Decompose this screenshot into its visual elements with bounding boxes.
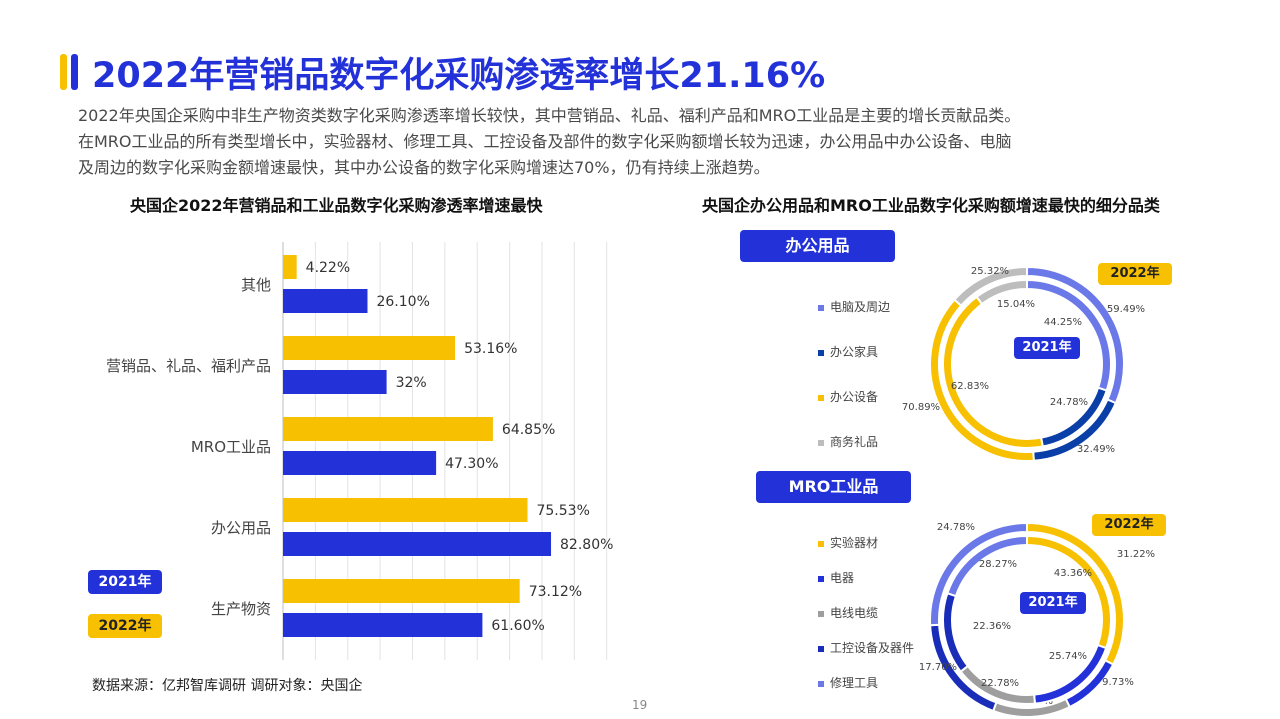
legend-label: 电器 (830, 571, 855, 585)
intro-line: 在MRO工业品的所有类型增长中，实验器材、修理工具、工控设备及部件的数字化采购额… (78, 132, 1012, 151)
bar-value-label: 61.60% (491, 618, 544, 634)
legend-item: 办公家具 (818, 343, 878, 360)
category-label: MRO工业品 (191, 438, 271, 456)
donut-value-label: 22.78% (981, 678, 1019, 689)
bar-value-label: 4.22% (306, 260, 350, 276)
donut-value-label: 24.78% (1050, 397, 1088, 408)
intro-line: 及周边的数字化采购金额增速最快，其中办公设备的数字化采购增速达70%，仍有持续上… (78, 158, 770, 177)
category-label: 办公用品 (211, 519, 271, 537)
legend-swatch (818, 610, 824, 617)
donut-value-label: 25.74% (1049, 651, 1087, 662)
legend-swatch (818, 575, 824, 582)
mro-outer-ring-year: 2022年 (1092, 514, 1166, 536)
bar-value-label: 53.16% (464, 341, 517, 357)
title-accent-blue (71, 54, 78, 90)
bar (283, 370, 387, 394)
office-outer-ring-year: 2022年 (1098, 263, 1172, 285)
bar (283, 498, 528, 522)
legend-swatch (818, 645, 824, 652)
legend-item: 修理工具 (818, 674, 878, 691)
bar (283, 417, 493, 441)
mro-inner-ring-year: 2021年 (1020, 592, 1086, 614)
mro-section-tag: MRO工业品 (756, 471, 911, 503)
donut-segment (1026, 278, 1112, 392)
donut-value-label: 28.27% (979, 559, 1017, 570)
category-label: 生产物资 (211, 600, 271, 618)
legend-item: 实验器材 (818, 534, 878, 551)
category-label: 营销品、礼品、福利产品 (106, 357, 271, 375)
donut-value-label: 59.49% (1107, 304, 1145, 315)
legend-swatch (818, 349, 824, 356)
donut-segment (953, 265, 1028, 308)
legend-item: 办公设备 (818, 388, 878, 405)
bar (283, 451, 437, 475)
page-title: 2022年营销品数字化采购渗透率增长21.16% (92, 56, 826, 96)
page-number: 19 (632, 698, 648, 712)
bar-value-label: 26.10% (376, 294, 429, 310)
legend-swatch (818, 304, 824, 311)
legend-item: 电线电缆 (818, 604, 878, 621)
bar-value-label: 82.80% (560, 537, 613, 553)
bar-value-label: 47.30% (445, 456, 498, 472)
donut-value-label: 17.70% (919, 662, 957, 673)
donut-chart-title: 央国企办公用品和MRO工业品数字化采购额增速最快的细分品类 (702, 196, 1160, 215)
category-label: 其他 (241, 276, 271, 294)
intro-line: 2022年央国企采购中非生产物资类数字化采购渗透率增长较快，其中营销品、礼品、福… (78, 106, 1021, 125)
office-inner-ring-year: 2021年 (1014, 337, 1080, 359)
legend-label: 实验器材 (830, 536, 879, 550)
legend-swatch (818, 680, 824, 687)
donut-value-label: 44.25% (1044, 317, 1082, 328)
office-section-tag: 办公用品 (740, 230, 895, 262)
legend-2022: 2022年 (88, 614, 162, 638)
legend-item: 商务礼品 (818, 433, 878, 450)
donut-value-label: 15.04% (997, 299, 1035, 310)
legend-item: 电脑及周边 (818, 298, 890, 315)
legend-2021: 2021年 (88, 570, 162, 594)
donut-segment (946, 534, 1028, 598)
legend-label: 工控设备及器件 (830, 641, 915, 655)
legend-swatch (818, 439, 824, 446)
legend-label: 办公设备 (830, 390, 879, 404)
bar-chart-title: 央国企2022年营销品和工业品数字化采购渗透率增速最快 (130, 196, 543, 215)
legend-label: 修理工具 (830, 676, 879, 690)
data-source: 数据来源：亿邦智库调研 调研对象：央国企 (92, 678, 363, 694)
bar (283, 336, 456, 360)
donut-value-label: 25.32% (971, 266, 1009, 277)
legend-swatch (818, 540, 824, 547)
title-accent-yellow (60, 54, 67, 90)
bar (283, 579, 520, 603)
donut-value-label: 22.36% (973, 621, 1011, 632)
legend-label: 商务礼品 (830, 435, 879, 449)
bar (283, 613, 483, 637)
bar-value-label: 64.85% (502, 422, 555, 438)
legend-label: 电脑及周边 (830, 300, 891, 314)
bar-value-label: 73.12% (529, 584, 582, 600)
bar-value-label: 32% (396, 375, 427, 391)
donut-value-label: 32.49% (1077, 444, 1115, 455)
legend-swatch (818, 394, 824, 401)
donut-value-label: 9.73% (1102, 677, 1134, 688)
legend-item: 电器 (818, 569, 854, 586)
bar (283, 255, 297, 279)
legend-label: 办公家具 (830, 345, 879, 359)
bar (283, 532, 552, 556)
legend-item: 工控设备及器件 (818, 639, 914, 656)
donut-value-label: 31.22% (1117, 549, 1155, 560)
donut-value-label: 70.89% (902, 402, 940, 413)
legend-label: 电线电缆 (830, 606, 879, 620)
bar (283, 289, 368, 313)
donut-segment (929, 521, 1028, 627)
donut-value-label: 43.36% (1054, 568, 1092, 579)
donut-value-label: 24.78% (937, 522, 975, 533)
bar-value-label: 75.53% (536, 503, 589, 519)
donut-segment (975, 278, 1028, 306)
donut-value-label: 62.83% (951, 381, 989, 392)
intro-text: 2022年央国企采购中非生产物资类数字化采购渗透率增长较快，其中营销品、礼品、福… (78, 103, 1198, 181)
